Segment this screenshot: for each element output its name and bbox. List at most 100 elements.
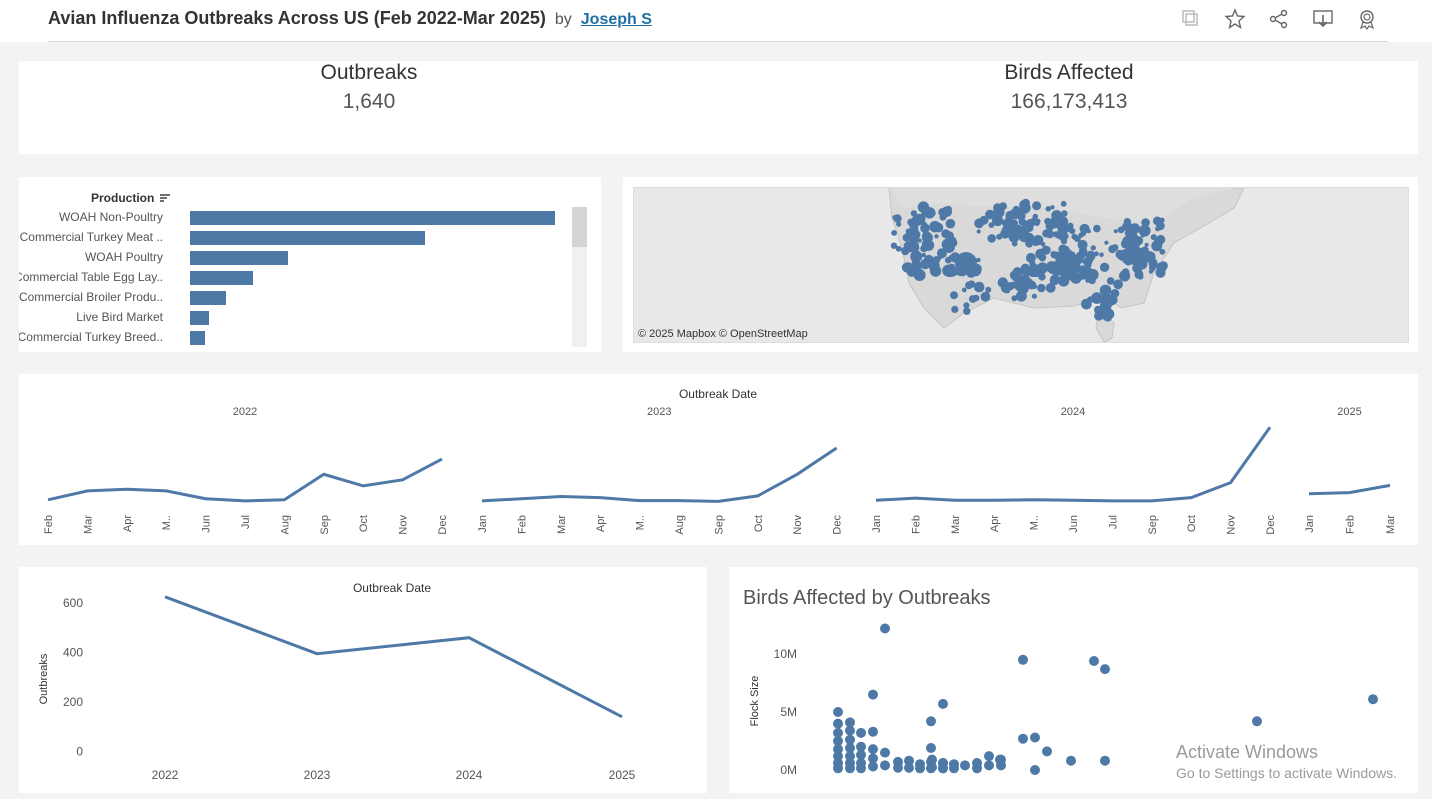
copy-icon[interactable] [1180, 8, 1202, 30]
map-outbreak-dot [908, 218, 919, 229]
birds-affected-kpi-label: Birds Affected [1004, 61, 1134, 84]
production-bar-row[interactable]: Commercial Turkey Breed.. [19, 328, 579, 348]
scatter-point [880, 747, 890, 758]
month-tick-label: Sep [713, 515, 725, 535]
production-scrollbar-thumb[interactable] [572, 207, 587, 247]
monthly-chart-title: Outbreak Date [679, 387, 757, 401]
map-outbreak-dot [988, 222, 995, 228]
map-credit: © 2025 Mapbox © OpenStreetMap [638, 328, 808, 340]
production-bar-label: Live Bird Market [76, 310, 163, 324]
production-bar[interactable] [190, 271, 253, 285]
yearly-chart-title: Outbreak Date [353, 581, 431, 595]
map-outbreak-dot [1060, 200, 1067, 207]
production-bar-row[interactable]: WOAH Non-Poultry [19, 208, 579, 228]
scatter-point [960, 760, 970, 771]
month-tick-label: Jun [201, 515, 213, 533]
scatter-point [845, 717, 855, 728]
map-outbreak-dot [907, 268, 916, 277]
production-bar-row[interactable]: Commercial Table Egg Lay.. [19, 268, 579, 288]
scatter-point [856, 727, 866, 738]
map-outbreak-dot [1032, 284, 1038, 290]
map-outbreak-dot [1088, 277, 1096, 285]
map-outbreak-dot [1144, 242, 1149, 247]
map-outbreak-dot [891, 230, 897, 236]
map-outbreak-dot [1019, 200, 1028, 209]
map-outbreak-dot [1017, 206, 1025, 215]
map-outbreak-dot [1019, 232, 1029, 243]
map-outbreak-dot [1157, 267, 1162, 272]
map-outbreak-dot [1159, 217, 1165, 223]
badge-icon[interactable] [1356, 8, 1378, 31]
scatter-point [856, 763, 866, 774]
scatter-point [833, 744, 843, 755]
share-icon[interactable] [1268, 8, 1290, 30]
map-outbreak-dot [1150, 234, 1157, 241]
outbreaks-kpi-value: 1,640 [342, 90, 396, 113]
scatter-point [904, 755, 914, 766]
production-bar-row[interactable]: Live Bird Market [19, 308, 579, 328]
map-outbreak-dot [1101, 311, 1112, 321]
map-outbreak-dot [1153, 238, 1163, 248]
map-outbreak-dot [1060, 233, 1067, 239]
map-outbreak-dot [1093, 224, 1101, 233]
map-outbreak-dot [1099, 252, 1104, 258]
month-tick-label: Feb [910, 515, 922, 534]
map-outbreak-dot [980, 291, 991, 302]
map-outbreak-dot [1013, 231, 1020, 238]
download-icon[interactable] [1312, 8, 1334, 30]
monthly-series-line [481, 446, 838, 503]
scatter-point [845, 743, 855, 753]
production-bar[interactable] [190, 291, 226, 305]
month-tick-label: Oct [753, 515, 765, 532]
map-outbreak-dot [1081, 298, 1092, 310]
production-bar-label: WOAH Poultry [84, 250, 163, 264]
map-outbreak-dot [1016, 211, 1026, 221]
by-text: by [554, 11, 572, 28]
map-outbreak-dot [1128, 223, 1134, 228]
scatter-point [845, 725, 855, 736]
production-panel: Production WOAH Non-Poultry Commercial Tu… [19, 177, 601, 352]
sort-icon[interactable] [159, 192, 170, 206]
production-bar-row[interactable]: WOAH Poultry [19, 248, 579, 268]
map-outbreak-dot [1060, 238, 1068, 245]
map-outbreak-dot [965, 281, 973, 290]
star-icon[interactable] [1224, 8, 1246, 30]
map-outbreak-dot [932, 256, 941, 264]
outbreak-map[interactable]: © 2025 Mapbox © OpenStreetMap [633, 187, 1409, 343]
scatter-point [833, 763, 843, 774]
map-outbreak-dots [890, 198, 1168, 322]
production-bar-row[interactable]: Commercial Turkey Meat .. [19, 228, 579, 248]
scatter-point [1100, 755, 1110, 766]
map-outbreak-dot [955, 252, 977, 274]
production-bar[interactable] [190, 331, 205, 345]
scatter-point [845, 734, 855, 745]
production-bar[interactable] [190, 211, 555, 225]
map-outbreak-dot [1113, 279, 1123, 290]
author-link[interactable]: Joseph S [580, 11, 652, 28]
production-bar[interactable] [190, 311, 209, 325]
map-outbreak-dot [985, 286, 992, 293]
map-outbreak-dot [1049, 276, 1060, 286]
scatter-point [833, 727, 843, 738]
production-bar-row[interactable]: Commercial Broiler Produ.. [19, 288, 579, 308]
scatter-point [868, 726, 878, 737]
production-bar[interactable] [190, 231, 425, 245]
y-tick-label: 600 [63, 596, 83, 610]
map-outbreak-dot [1010, 219, 1018, 227]
map-outbreak-dot [1091, 292, 1103, 304]
production-bar[interactable] [190, 251, 288, 265]
month-tick-label: Jan [477, 515, 489, 533]
scatter-point [1089, 656, 1099, 666]
map-outbreak-dot [994, 216, 1003, 225]
scatter-point [833, 707, 843, 717]
month-tick-label: Oct [358, 515, 370, 532]
production-header[interactable]: Production [91, 191, 170, 206]
scatter-point [1030, 732, 1040, 743]
scatter-point [926, 763, 936, 774]
month-tick-label: Dec [437, 515, 449, 535]
x-tick-label: 2025 [609, 768, 636, 782]
map-outbreak-dot [945, 218, 956, 229]
monthly-series-line [47, 457, 443, 503]
map-outbreak-dot [1102, 306, 1108, 312]
map-outbreak-dot [996, 233, 1003, 240]
